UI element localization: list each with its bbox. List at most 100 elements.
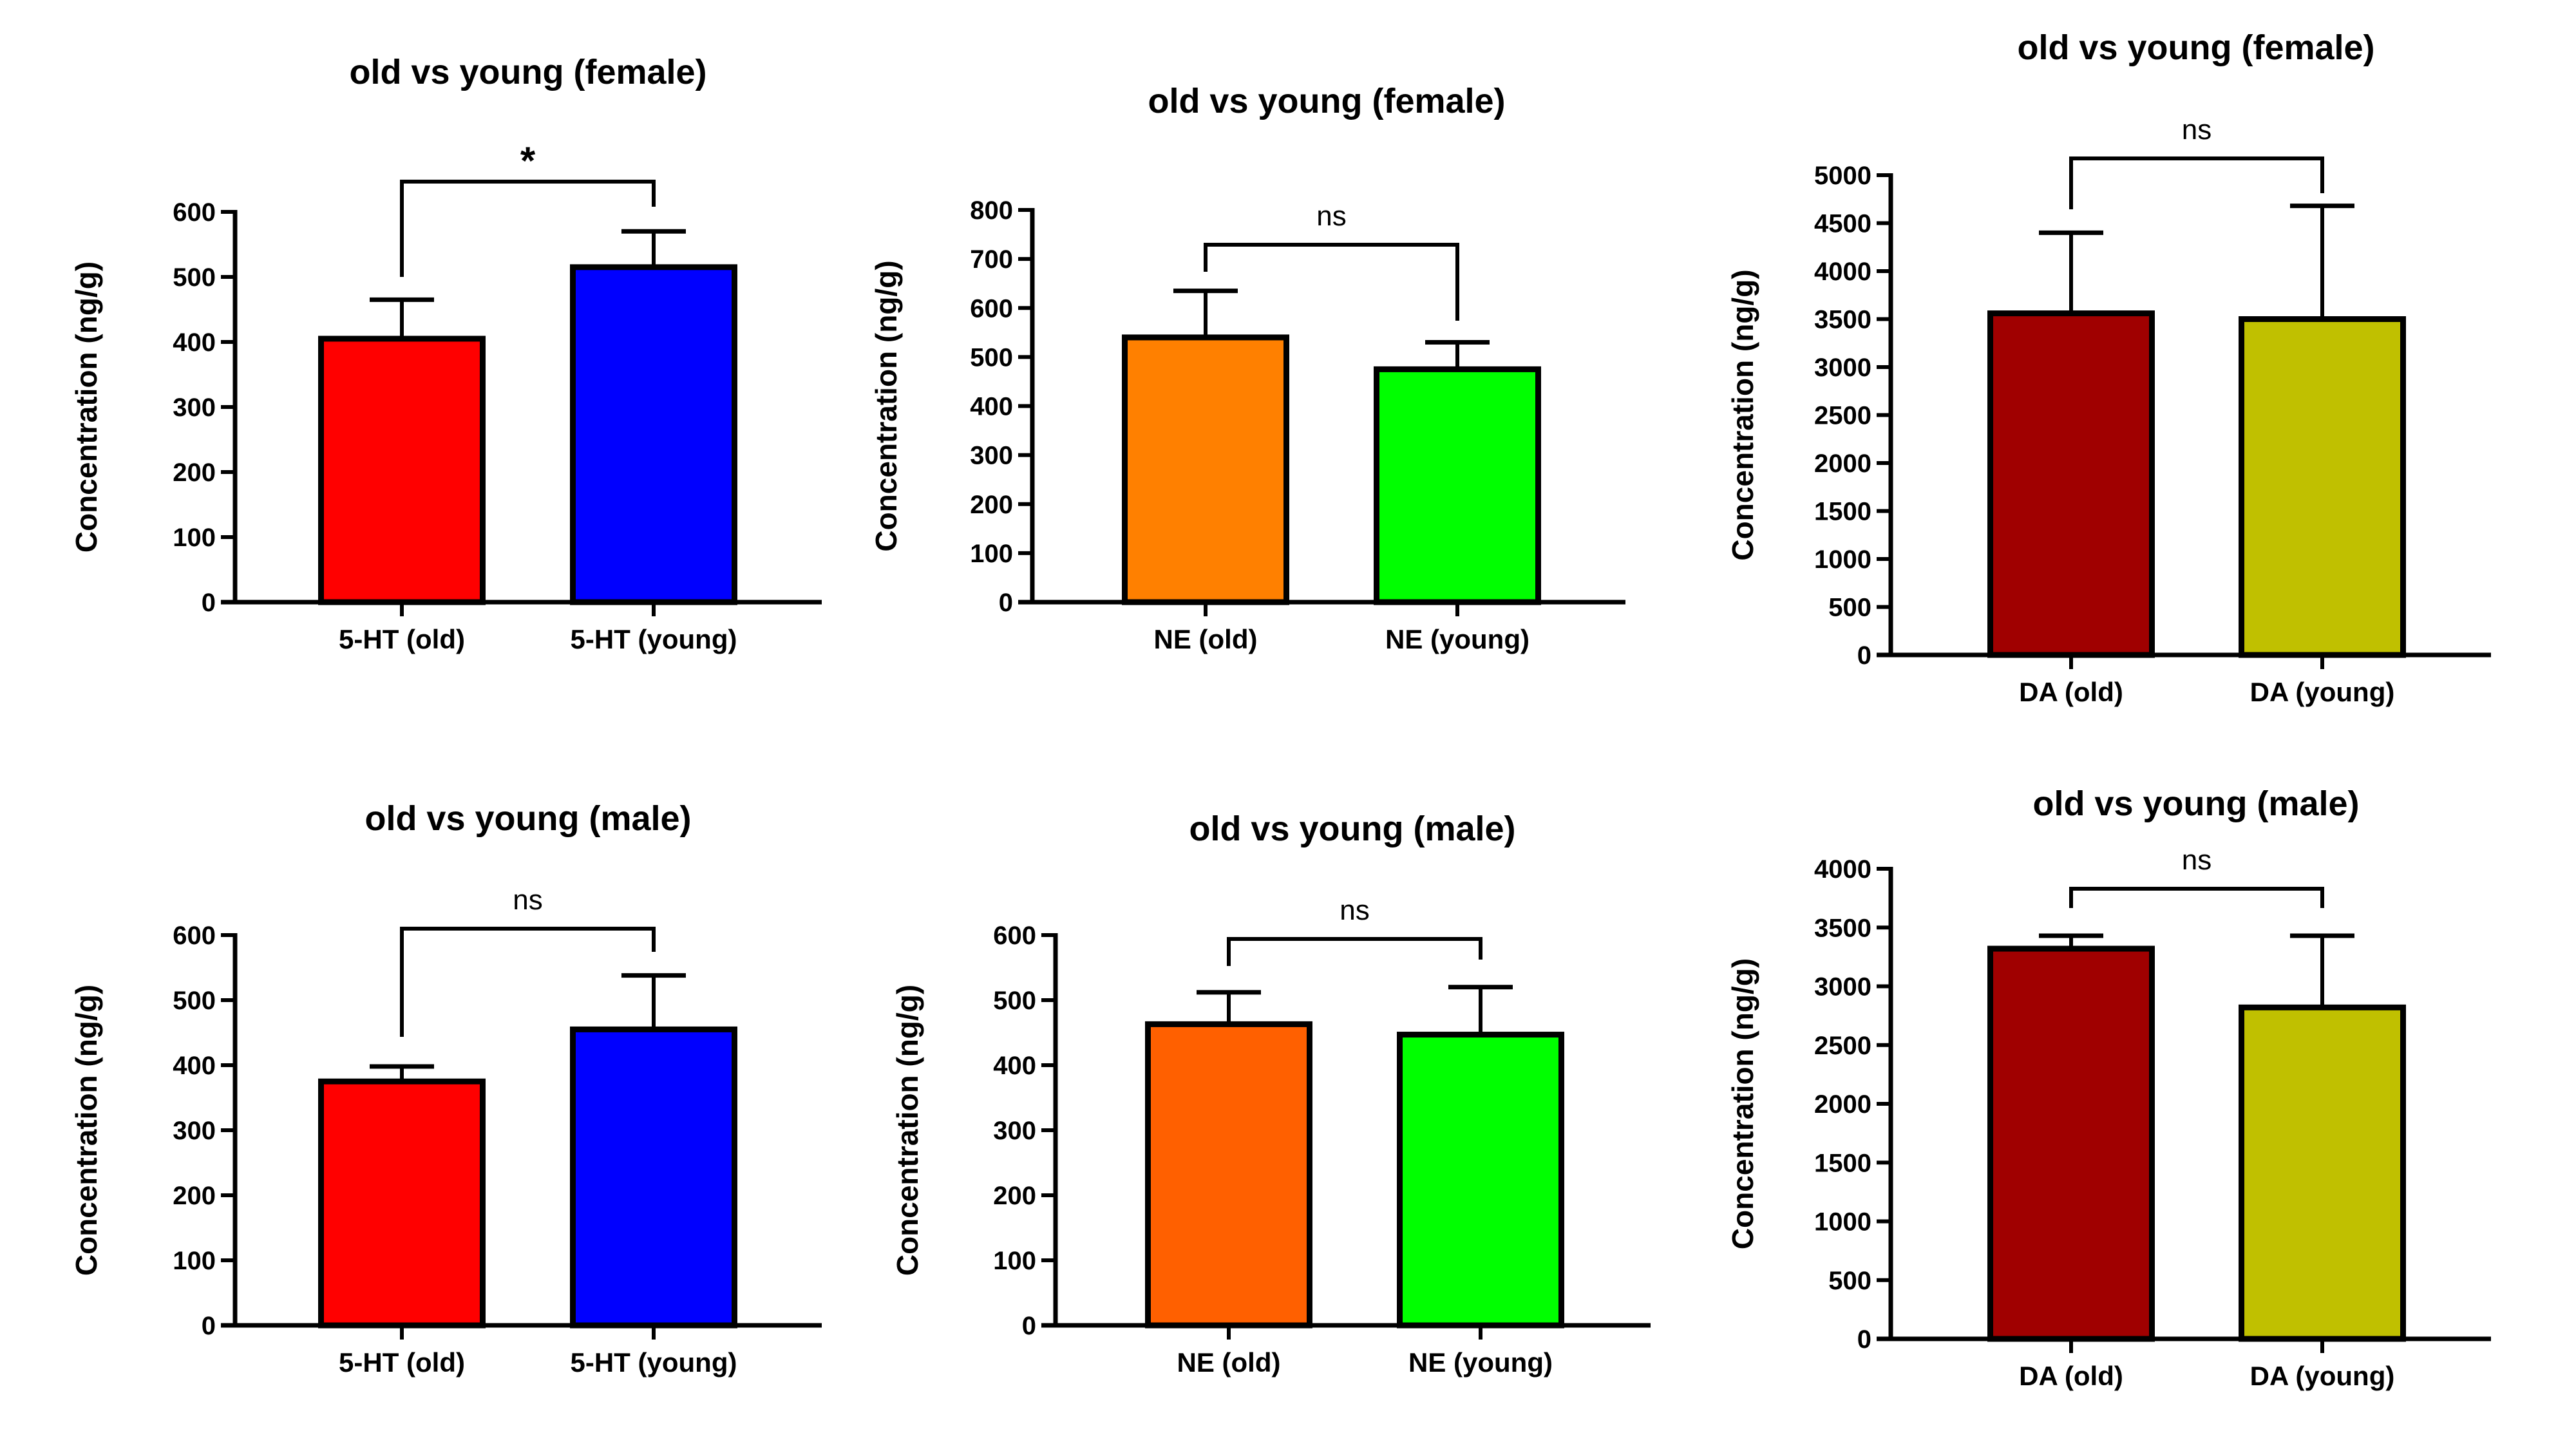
bar — [318, 1078, 486, 1329]
y-tick-label: 0 — [1857, 1325, 1871, 1354]
significance-label: ns — [2182, 114, 2211, 146]
bar — [570, 1026, 737, 1329]
y-tick-label: 500 — [993, 987, 1036, 1015]
y-tick-label: 3500 — [1814, 306, 1871, 334]
y-tick-label: 2500 — [1814, 1032, 1871, 1060]
chart-title: old vs young (female) — [349, 53, 706, 91]
bar — [1145, 1021, 1312, 1329]
x-tick-label: DA (young) — [2250, 677, 2395, 707]
x-tick-label: NE (young) — [1408, 1347, 1553, 1378]
bar — [2239, 316, 2406, 658]
x-tick-label: DA (young) — [2250, 1361, 2395, 1391]
x-tick-label: 5-HT (young) — [571, 624, 737, 654]
y-tick-label: 100 — [173, 524, 216, 552]
y-tick-label: 200 — [173, 1182, 216, 1210]
chart-title: old vs young (female) — [1148, 82, 1505, 120]
y-tick-label: 200 — [993, 1182, 1036, 1210]
y-tick-label: 1500 — [1814, 498, 1871, 526]
chart-title: old vs young (female) — [2017, 28, 2374, 67]
significance-label: * — [520, 139, 536, 182]
y-tick-label: 3000 — [1814, 973, 1871, 1001]
y-tick-label: 0 — [999, 589, 1013, 617]
y-tick-label: 200 — [173, 459, 216, 487]
y-tick-label: 700 — [970, 245, 1013, 274]
significance-label: ns — [513, 884, 542, 916]
bar — [1987, 310, 2155, 658]
x-tick-label: 5-HT (old) — [339, 624, 465, 654]
y-tick-label: 2000 — [1814, 450, 1871, 478]
y-tick-label: 1000 — [1814, 1208, 1871, 1236]
y-tick-label: 1000 — [1814, 545, 1871, 574]
y-tick-label: 600 — [173, 198, 216, 227]
y-tick-label: 100 — [173, 1247, 216, 1275]
y-tick-label: 100 — [970, 540, 1013, 568]
y-tick-label: 400 — [173, 1052, 216, 1080]
bar — [318, 336, 486, 605]
chart-title: old vs young (male) — [1189, 810, 1515, 848]
bar — [1987, 945, 2155, 1342]
y-tick-label: 3000 — [1814, 354, 1871, 382]
bar — [570, 264, 737, 605]
y-tick-label: 2000 — [1814, 1090, 1871, 1119]
y-tick-label: 4000 — [1814, 258, 1871, 286]
significance-bracket — [2069, 156, 2324, 209]
significance-bracket — [1204, 243, 1459, 321]
y-tick-label: 0 — [1857, 641, 1871, 670]
x-tick-label: NE (old) — [1177, 1347, 1281, 1378]
chart-title: old vs young (male) — [2032, 784, 2359, 823]
y-tick-label: 0 — [1022, 1312, 1036, 1340]
y-tick-label: 200 — [970, 491, 1013, 519]
significance-label: ns — [1316, 200, 1346, 232]
y-tick-label: 500 — [173, 987, 216, 1015]
significance-bracket — [1227, 937, 1482, 966]
bar — [1374, 366, 1541, 605]
chart-title: old vs young (male) — [365, 799, 691, 838]
y-tick-label: 600 — [993, 922, 1036, 950]
x-tick-label: NE (old) — [1154, 624, 1258, 654]
y-tick-label: 300 — [173, 393, 216, 422]
y-tick-label: 4000 — [1814, 855, 1871, 884]
significance-label: ns — [2182, 844, 2211, 876]
y-tick-label: 500 — [970, 343, 1013, 372]
significance-label: ns — [1340, 895, 1369, 926]
y-tick-label: 4500 — [1814, 210, 1871, 238]
y-tick-label: 500 — [1828, 1267, 1871, 1295]
x-tick-label: NE (young) — [1385, 624, 1530, 654]
y-tick-label: 600 — [970, 294, 1013, 323]
x-tick-label: DA (old) — [2019, 677, 2123, 707]
y-tick-label: 100 — [993, 1247, 1036, 1275]
y-tick-label: 500 — [1828, 594, 1871, 622]
y-tick-label: 3500 — [1814, 914, 1871, 942]
bar — [1397, 1032, 1564, 1329]
y-axis-label: Concentration (ng/g) — [70, 985, 103, 1276]
y-tick-label: 600 — [173, 922, 216, 950]
y-tick-label: 500 — [173, 263, 216, 292]
y-tick-label: 800 — [970, 196, 1013, 225]
y-tick-label: 2500 — [1814, 402, 1871, 430]
bar — [2239, 1004, 2406, 1342]
y-tick-label: 0 — [202, 1312, 216, 1340]
y-tick-label: 5000 — [1814, 162, 1871, 190]
significance-bracket — [2069, 887, 2324, 908]
y-tick-label: 300 — [970, 442, 1013, 470]
significance-bracket — [400, 927, 656, 1037]
y-tick-label: 300 — [993, 1117, 1036, 1145]
y-tick-label: 400 — [970, 393, 1013, 421]
y-tick-label: 400 — [173, 328, 216, 357]
y-tick-label: 0 — [202, 589, 216, 617]
significance-bracket — [400, 180, 656, 277]
y-axis-label: Concentration (ng/g) — [1726, 269, 1759, 560]
y-tick-label: 400 — [993, 1052, 1036, 1080]
y-tick-label: 300 — [173, 1117, 216, 1145]
x-tick-label: 5-HT (old) — [339, 1347, 465, 1378]
y-axis-label: Concentration (ng/g) — [1726, 958, 1759, 1249]
y-axis-label: Concentration (ng/g) — [869, 260, 903, 551]
y-axis-label: Concentration (ng/g) — [891, 985, 924, 1276]
x-tick-label: 5-HT (young) — [571, 1347, 737, 1378]
bar — [1122, 334, 1289, 605]
x-tick-label: DA (old) — [2019, 1361, 2123, 1391]
y-axis-label: Concentration (ng/g) — [70, 261, 103, 553]
y-tick-label: 1500 — [1814, 1149, 1871, 1177]
